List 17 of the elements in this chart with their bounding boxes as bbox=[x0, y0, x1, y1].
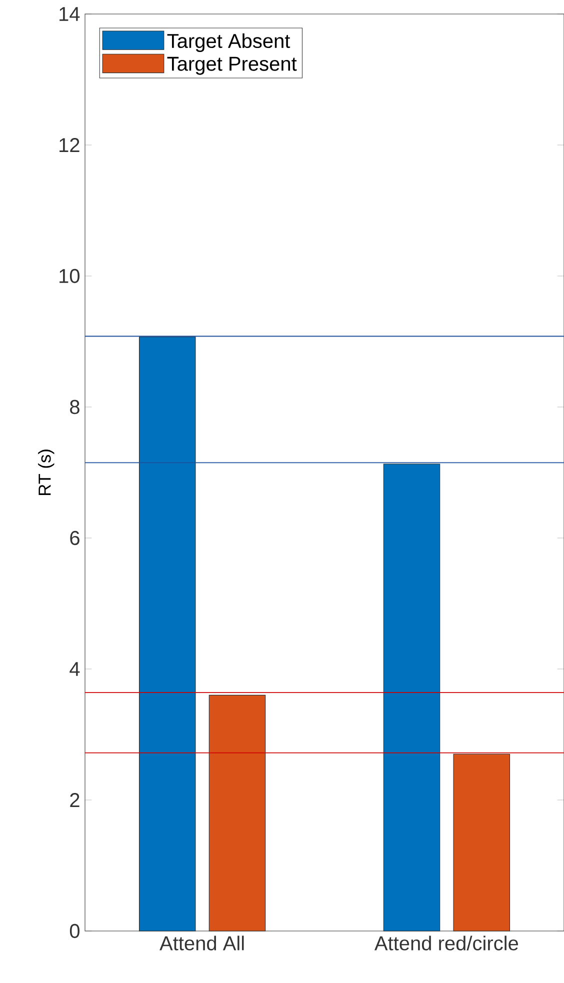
y-tick-label: 10 bbox=[60, 268, 80, 284]
y-tick-label: 2 bbox=[70, 793, 80, 807]
x-tick-label: Attend All bbox=[160, 936, 244, 950]
y-tick-label: 6 bbox=[70, 530, 80, 546]
y-tick-label: 0 bbox=[70, 924, 80, 938]
x-tick-label: Attend red/circle bbox=[374, 936, 518, 950]
y-tick-label: 12 bbox=[60, 138, 80, 152]
y-tick-label: 14 bbox=[60, 7, 80, 21]
y-tick-label: 8 bbox=[70, 400, 80, 414]
bar bbox=[453, 754, 510, 932]
y-tick-label: 4 bbox=[70, 662, 80, 676]
legend-label: Target Absent bbox=[167, 33, 290, 52]
y-axis-title: RT (s) bbox=[38, 450, 54, 495]
bar bbox=[383, 464, 440, 932]
legend-label: Target Present bbox=[167, 56, 297, 75]
bar bbox=[208, 694, 266, 932]
bar bbox=[138, 336, 196, 932]
